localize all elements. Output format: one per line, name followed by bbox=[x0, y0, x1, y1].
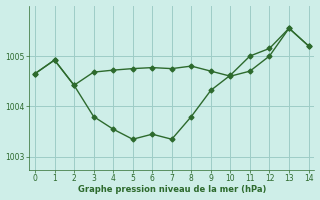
X-axis label: Graphe pression niveau de la mer (hPa): Graphe pression niveau de la mer (hPa) bbox=[77, 185, 266, 194]
